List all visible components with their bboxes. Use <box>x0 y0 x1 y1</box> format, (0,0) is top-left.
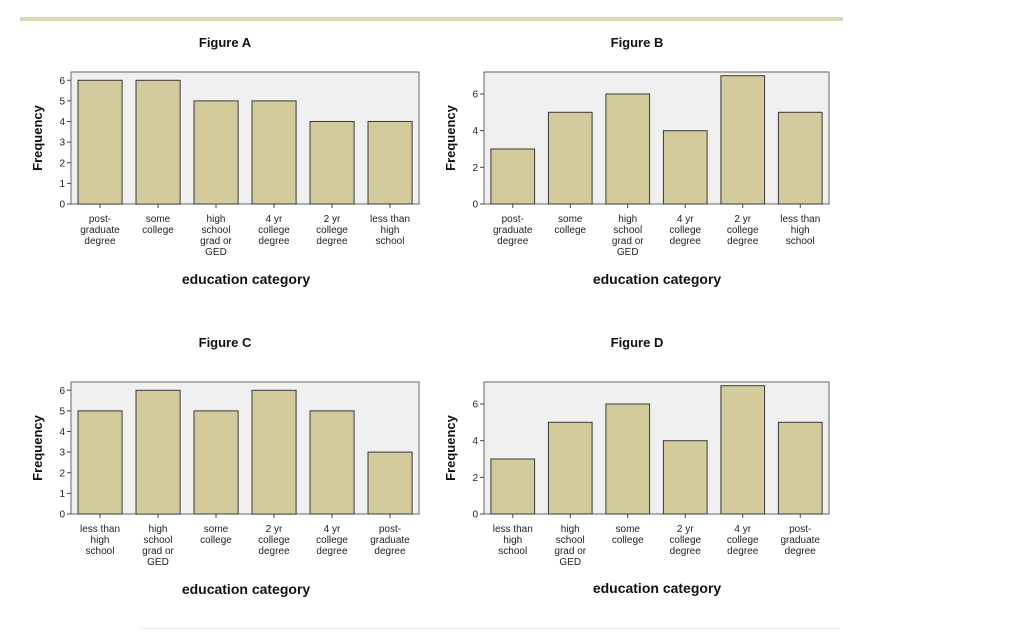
figure-c-xlabel: education category <box>182 581 311 597</box>
figure-c-category-label-4: 4 yr college degree <box>316 524 348 557</box>
figure-d-bar-0 <box>490 458 536 515</box>
figure-a-category-label-3: 4 yr college degree <box>258 214 290 247</box>
figure-a-title: Figure A <box>198 35 252 50</box>
figure-a-bar-3 <box>251 100 297 205</box>
figure-c-plot-area <box>70 381 420 515</box>
figure-b-ytick-label-1: 2 <box>472 163 478 174</box>
figure-b-bar-2 <box>605 93 651 205</box>
figure-a-category-label-5: less than high school <box>370 214 410 247</box>
figure-b-bar-5 <box>777 111 823 205</box>
figure-a-ytick-label-6: 6 <box>59 76 65 87</box>
figure-b-title: Figure B <box>610 35 664 50</box>
figure-b-xlabel: education category <box>593 271 722 287</box>
figure-d-category-label-4: 4 yr college degree <box>727 524 759 557</box>
figure-b-category-label-1: some college <box>554 214 586 236</box>
figure-a-bar-5 <box>367 121 413 205</box>
figure-a-bar-4 <box>309 121 355 205</box>
figure-d-bar-2 <box>605 403 651 515</box>
figure-c-bar-4 <box>309 410 355 515</box>
figure-d-bar-4 <box>720 385 766 515</box>
figure-c-category-label-2: some college <box>200 524 232 546</box>
figure-c-category-label-0: less than high school <box>80 524 120 557</box>
figure-a-ytick-label-2: 2 <box>59 158 65 169</box>
figure-c-bar-5 <box>367 451 413 515</box>
figure-c-ytick-label-4: 4 <box>59 427 65 438</box>
figure-c-category-label-1: high school grad or GED <box>142 524 174 568</box>
figure-d-category-label-2: some college <box>612 524 644 546</box>
figure-b-bar-4 <box>720 75 766 205</box>
figure-d-title: Figure D <box>610 335 664 350</box>
figure-b-ytick-label-2: 4 <box>472 126 478 137</box>
figure-d-category-label-0: less than high school <box>493 524 533 557</box>
figure-b-bar-3 <box>662 130 708 205</box>
bottom-divider <box>140 628 840 629</box>
figure-d-bar-3 <box>662 440 708 515</box>
figure-c-category-label-3: 2 yr college degree <box>258 524 290 557</box>
figure-a-ytick-label-4: 4 <box>59 117 65 128</box>
figure-a-ytick-label-0: 0 <box>59 200 65 211</box>
figure-a-bar-2 <box>193 100 239 205</box>
figure-b-plot-area <box>483 71 830 205</box>
figure-c-ytick-label-0: 0 <box>59 510 65 521</box>
figure-a-ytick-label-5: 5 <box>59 96 65 107</box>
figure-b-bar-0 <box>490 148 536 205</box>
figure-d-bar-5 <box>777 421 823 515</box>
figure-d-bar-1 <box>547 421 593 515</box>
figure-d-ytick-label-0: 0 <box>472 510 478 521</box>
figure-b-category-label-2: high school grad or GED <box>612 214 644 258</box>
figure-a-category-label-0: post-graduate degree <box>80 214 120 247</box>
figure-c-bar-1 <box>135 389 181 515</box>
figure-c-ytick-label-2: 2 <box>59 468 65 479</box>
figure-d-ytick-label-3: 6 <box>472 400 478 411</box>
figure-d-ytick-label-2: 4 <box>472 436 478 447</box>
figure-c-ytick-label-3: 3 <box>59 448 65 459</box>
figure-d-plot-area <box>483 381 830 515</box>
figure-a-ytick-label-1: 1 <box>59 179 65 190</box>
figure-b-ylabel: Frequency <box>443 104 458 171</box>
figure-d-category-label-5: post-graduate degree <box>781 524 821 557</box>
figure-a-bar-0 <box>77 79 123 205</box>
figure-c-category-label-5: post-graduate degree <box>370 524 410 557</box>
figure-d-xlabel: education category <box>593 580 722 596</box>
figure-c-ylabel: Frequency <box>30 414 45 481</box>
figure-b-category-label-5: less than high school <box>780 214 820 247</box>
figure-b-category-label-0: post-graduate degree <box>493 214 533 247</box>
figure-d-category-label-1: high school grad or GED <box>554 524 586 568</box>
figure-a-category-label-2: high school grad or GED <box>200 214 232 258</box>
figure-b-ytick-label-0: 0 <box>472 200 478 211</box>
figure-c-bar-3 <box>251 389 297 515</box>
figure-a-plot-area <box>70 71 420 205</box>
figure-a-category-label-4: 2 yr college degree <box>316 214 348 247</box>
figure-a-ytick-label-3: 3 <box>59 138 65 149</box>
figure-c-ytick-label-5: 5 <box>59 406 65 417</box>
figure-c-bar-0 <box>77 410 123 515</box>
figure-c-title: Figure C <box>198 335 252 350</box>
top-divider <box>20 17 843 21</box>
figure-d-ylabel: Frequency <box>443 414 458 481</box>
figure-d-category-label-3: 2 yr college degree <box>669 524 701 557</box>
figure-a-xlabel: education category <box>182 271 311 287</box>
figure-a-category-label-1: some college <box>142 214 174 236</box>
figure-a-ylabel: Frequency <box>30 104 45 171</box>
figure-b-category-label-4: 2 yr college degree <box>727 214 759 247</box>
figure-d-ytick-label-1: 2 <box>472 473 478 484</box>
figure-c-ytick-label-6: 6 <box>59 386 65 397</box>
figure-c-ytick-label-1: 1 <box>59 489 65 500</box>
figure-b-bar-1 <box>547 111 593 205</box>
figure-b-category-label-3: 4 yr college degree <box>669 214 701 247</box>
figure-c-bar-2 <box>193 410 239 515</box>
figure-a-bar-1 <box>135 79 181 205</box>
figure-b-ytick-label-3: 6 <box>472 90 478 101</box>
